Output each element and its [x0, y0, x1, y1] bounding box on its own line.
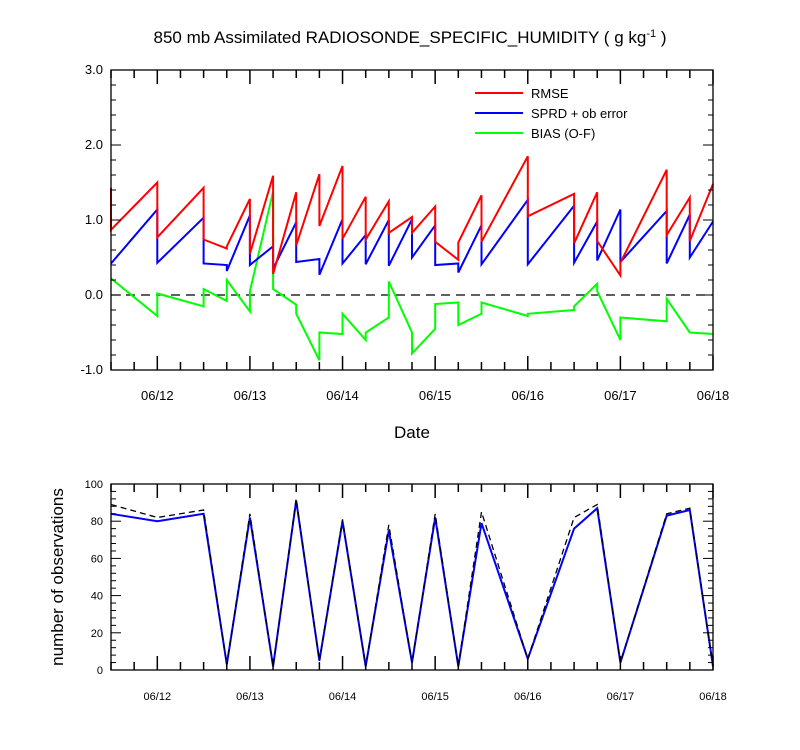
series-line-sprd-ob-error	[110, 196, 714, 276]
x-tick-label: 06/12	[144, 691, 172, 703]
y-tick-label: 2.0	[85, 137, 103, 152]
y-tick-label: 0	[97, 665, 103, 677]
legend-label: RMSE	[531, 86, 569, 101]
legend-label: BIAS (O-F)	[531, 126, 595, 141]
x-tick-label: 06/15	[421, 691, 449, 703]
y-axis-title: number of observations	[48, 488, 67, 666]
bottom-chart: 0 20 40 60 80 100 06/12 06/13 06/14 06/15 06/16 06/…	[48, 479, 727, 703]
series-line-assimilated	[110, 500, 714, 667]
legend: RMSE SPRD + ob error BIAS (O-F)	[475, 86, 628, 141]
x-axis-title: Date	[394, 423, 430, 442]
y-tick-label: 60	[91, 553, 103, 565]
series-line-rmse	[110, 155, 714, 279]
series-line-bias-o-f	[110, 191, 714, 361]
x-tick-label: 06/16	[514, 691, 542, 703]
x-tick-label: 06/16	[511, 388, 544, 403]
x-tick-label: 06/12	[141, 388, 174, 403]
x-tick-label: 06/14	[329, 691, 357, 703]
x-tick-label: 06/18	[697, 388, 730, 403]
x-tick-label: 06/17	[607, 691, 635, 703]
x-tick-label: 06/15	[419, 388, 452, 403]
y-tick-label: 80	[91, 516, 103, 528]
chart-title: 850 mb Assimilated RADIOSONDE_SPECIFIC_H…	[154, 28, 667, 47]
y-tick-label: 3.0	[85, 62, 103, 77]
x-tick-label: 06/17	[604, 388, 637, 403]
top-chart: 850 mb Assimilated RADIOSONDE_SPECIFIC_H…	[81, 28, 730, 442]
legend-label: SPRD + ob error	[531, 106, 628, 121]
x-tick-label: 06/13	[234, 388, 267, 403]
y-tick-label: 40	[91, 591, 103, 603]
series-line-possible	[110, 498, 714, 667]
y-tick-label: 1.0	[85, 212, 103, 227]
y-tick-label: 100	[85, 479, 103, 491]
x-tick-label: 06/14	[326, 388, 359, 403]
y-tick-label: -1.0	[81, 362, 103, 377]
y-tick-label: 20	[91, 628, 103, 640]
bottom-plot-frame	[110, 483, 714, 671]
x-tick-label: 06/13	[236, 691, 264, 703]
y-tick-label: 0.0	[85, 287, 103, 302]
x-tick-label: 06/18	[699, 691, 727, 703]
